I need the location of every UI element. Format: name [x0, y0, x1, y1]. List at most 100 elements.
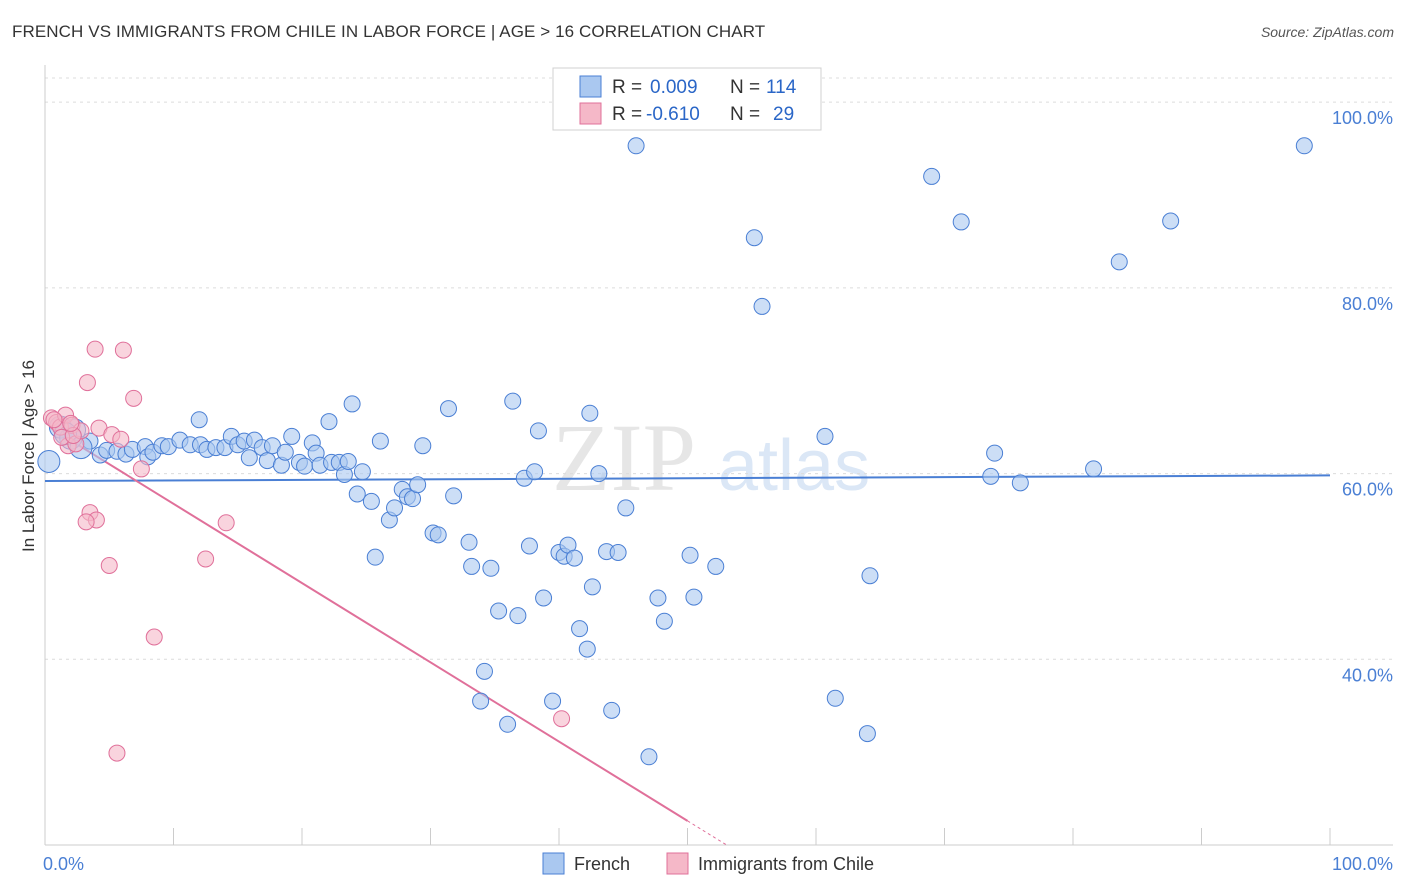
- point-french: [348, 485, 366, 503]
- y-tick-label: 100.0%: [1332, 108, 1393, 128]
- point-french: [581, 404, 599, 422]
- point-french: [362, 492, 380, 510]
- point-french: [609, 544, 627, 561]
- point-french: [499, 715, 517, 733]
- point-french: [445, 487, 463, 505]
- point-french: [339, 453, 357, 470]
- point-french: [414, 437, 432, 455]
- y-tick-label: 40.0%: [1342, 665, 1393, 685]
- legend-n-label-2: N =: [730, 104, 760, 125]
- point-french: [571, 620, 589, 638]
- point-french: [343, 395, 361, 413]
- trendline-chile: [63, 435, 689, 822]
- point-french: [296, 457, 314, 475]
- point-french: [986, 444, 1004, 462]
- point-french: [1162, 212, 1180, 230]
- point-chile: [108, 744, 126, 762]
- point-french: [490, 602, 508, 620]
- point-french: [753, 297, 771, 315]
- point-french: [535, 589, 553, 607]
- point-french: [190, 411, 208, 429]
- point-french: [276, 443, 294, 461]
- legend-r-value-2: -0.610: [646, 104, 700, 125]
- x-tick-label-min: 0.0%: [43, 854, 84, 874]
- watermark: ZIP atlas: [552, 404, 870, 511]
- x-tick-label-max: 100.0%: [1332, 854, 1393, 874]
- point-chile: [112, 430, 130, 448]
- point-chile: [78, 374, 96, 392]
- bottom-legend-swatch-chile: [666, 852, 689, 875]
- point-french: [655, 612, 673, 630]
- point-french: [583, 578, 601, 596]
- bottom-legend-label-french: French: [574, 854, 630, 874]
- legend-swatch-chile: [579, 102, 602, 125]
- point-french: [1011, 474, 1029, 492]
- bottom-legend-label-chile: Immigrants from Chile: [698, 854, 874, 874]
- point-french: [37, 450, 61, 473]
- point-french: [578, 640, 596, 658]
- y-tick-label: 60.0%: [1342, 480, 1393, 500]
- point-chile: [125, 389, 143, 407]
- point-chile: [45, 411, 63, 429]
- point-french: [463, 557, 481, 575]
- point-french: [1110, 253, 1128, 271]
- trend-lines: [44, 435, 1331, 846]
- point-french: [685, 588, 703, 606]
- y-axis-label: In Labor Force | Age > 16: [19, 360, 38, 552]
- point-chile: [86, 340, 104, 358]
- legend-swatch-french: [579, 75, 602, 98]
- point-chile: [132, 460, 150, 478]
- point-french: [429, 526, 447, 544]
- legend-n-value-2: 29: [773, 104, 794, 125]
- point-chile: [100, 557, 118, 574]
- watermark-zip: ZIP: [552, 404, 696, 511]
- point-french: [509, 607, 527, 625]
- point-french: [366, 548, 384, 566]
- axes: [44, 65, 1393, 846]
- point-french: [1085, 460, 1103, 478]
- point-french: [439, 400, 457, 418]
- data-points: [37, 137, 1313, 766]
- point-french: [861, 567, 879, 585]
- point-french: [353, 463, 371, 481]
- point-french: [617, 499, 635, 517]
- legend-n-label-1: N =: [730, 77, 760, 98]
- point-french: [627, 137, 645, 155]
- point-french: [386, 499, 404, 517]
- point-chile: [553, 710, 571, 728]
- point-french: [603, 701, 621, 719]
- point-french: [681, 546, 699, 564]
- point-french: [460, 533, 478, 551]
- point-french: [745, 229, 763, 247]
- bottom-legend-swatch-french: [542, 852, 565, 875]
- point-french: [520, 537, 538, 555]
- point-french: [371, 432, 389, 450]
- point-french: [320, 413, 338, 431]
- chart-title: FRENCH VS IMMIGRANTS FROM CHILE IN LABOR…: [12, 22, 766, 41]
- point-french: [982, 467, 1000, 485]
- point-french: [240, 449, 258, 467]
- point-chile: [217, 514, 235, 532]
- y-tick-label: 80.0%: [1342, 294, 1393, 314]
- point-chile: [197, 550, 215, 568]
- point-french: [482, 559, 500, 577]
- point-french: [565, 549, 583, 567]
- point-french: [640, 748, 658, 766]
- watermark-atlas: atlas: [718, 426, 870, 506]
- legend-r-value-1: 0.009: [650, 77, 698, 98]
- point-french: [475, 662, 493, 680]
- point-chile: [114, 341, 132, 359]
- point-french: [544, 692, 562, 710]
- point-chile: [77, 513, 95, 531]
- point-french: [504, 392, 522, 410]
- legend-r-label-2: R =: [612, 104, 642, 125]
- trendline-french: [44, 474, 1331, 482]
- point-french: [1295, 137, 1313, 155]
- point-french: [923, 167, 941, 185]
- legend-r-label-1: R =: [612, 77, 642, 98]
- legend: R = 0.009 N = 114 R = -0.610 N = 29: [552, 67, 822, 131]
- point-french: [826, 689, 844, 707]
- tick-labels: 40.0% 60.0% 80.0% 100.0% 0.0% 100.0%: [43, 108, 1393, 874]
- point-french: [529, 422, 547, 440]
